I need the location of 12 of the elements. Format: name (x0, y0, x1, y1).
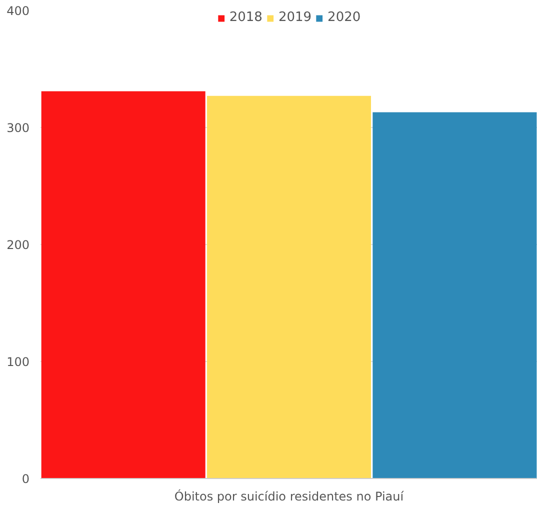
bar (372, 112, 537, 478)
y-tick-label: 300 (6, 121, 30, 135)
legend-label: 2018 (229, 10, 262, 25)
y-tick-label: 100 (6, 355, 30, 369)
legend-label: 2020 (328, 10, 361, 25)
bar (206, 96, 372, 478)
legend-label: 2019 (278, 10, 312, 25)
x-tick-label: Óbitos por suicídio residentes no Piauí (174, 488, 404, 504)
bar (41, 91, 206, 478)
y-tick-label: 200 (6, 238, 30, 252)
y-tick-label: 0 (22, 472, 30, 486)
y-tick-label: 400 (6, 4, 30, 18)
